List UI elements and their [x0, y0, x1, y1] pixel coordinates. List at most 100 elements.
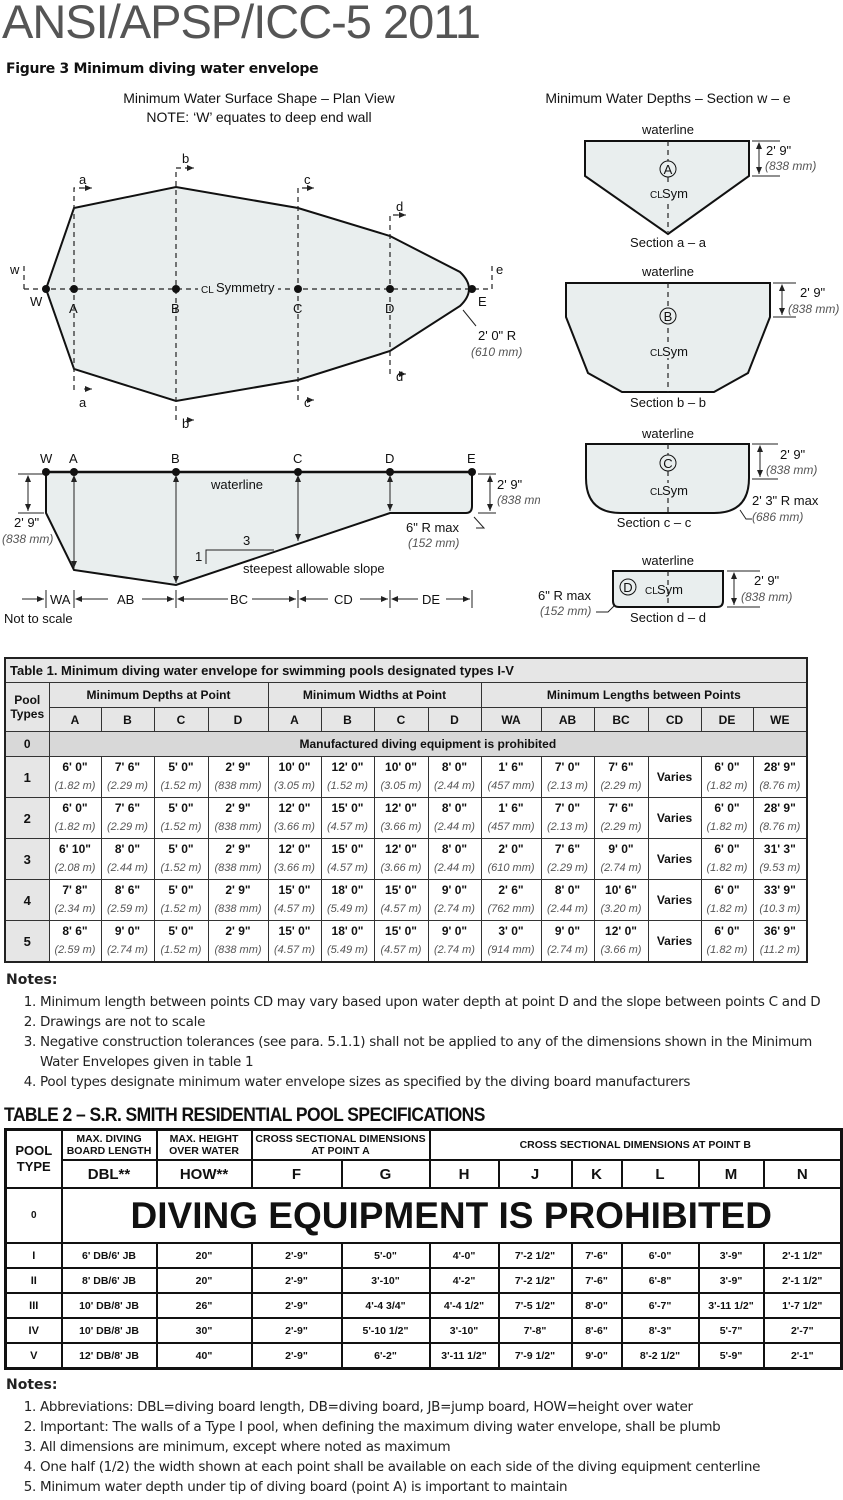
section-d: waterline D CL Sym 2' 9" (838 mm) 6" R ma…: [538, 553, 792, 625]
table-cell: 9' 0" (2.74 m): [540, 920, 595, 963]
pool-type-cell: 4: [4, 879, 50, 921]
profile-waterline-label: waterline: [210, 477, 263, 492]
imperial-value: 6' 0": [714, 883, 740, 897]
table-cell: 6'-2": [340, 1342, 431, 1370]
row-0-prohibited: DIVING EQUIPMENT IS PROHIBITED: [60, 1187, 843, 1244]
svg-text:Section c – c: Section c – c: [617, 515, 692, 530]
table-cell: 6' 0" (1.82 m): [700, 838, 754, 880]
svg-text:A: A: [69, 301, 78, 316]
table-cell: 2'-1": [762, 1342, 843, 1370]
table-cell: 28' 9" (8.76 m): [752, 756, 808, 798]
table-cell: 9'-0": [570, 1342, 623, 1370]
depth-right: 2' 9": [497, 477, 523, 492]
table-cell: 6'-0": [620, 1242, 700, 1269]
table-cell: 2'-9": [250, 1242, 343, 1269]
imperial-value: 33' 9": [763, 883, 796, 897]
table-cell: 3'-10": [340, 1267, 431, 1294]
table-cell: 7'-2 1/2": [497, 1242, 573, 1269]
table-cell: 5' 0" (1.52 m): [153, 756, 209, 798]
svg-text:WA: WA: [50, 592, 71, 607]
svg-text:BC: BC: [230, 592, 248, 607]
svg-text:(152 mm): (152 mm): [540, 604, 591, 618]
metric-value: (4.57 m): [327, 862, 368, 874]
table-cell: 20": [155, 1242, 253, 1269]
slope-rise: 1: [195, 549, 202, 564]
table-cell: 5'-10 1/2": [340, 1317, 431, 1344]
table-cell: 6' 0" (1.82 m): [700, 879, 754, 921]
svg-text:(686 mm): (686 mm): [752, 510, 803, 524]
table-row: 5 8' 6" (2.59 m) 9' 0" (2.74 m) 5' 0" (1.52 m)…: [4, 920, 808, 963]
table-cell: 3'-10": [428, 1317, 500, 1344]
table-1-caption: Table 1. Minimum diving water envelope f…: [4, 657, 808, 683]
table-cell: 7'-6": [570, 1242, 623, 1269]
metric-value: (1.52 m): [327, 780, 368, 792]
metric-value: (2.29 m): [107, 821, 148, 833]
table-cell: 15' 0" (4.57 m): [267, 879, 322, 921]
table-cell: 6'-7": [620, 1292, 700, 1319]
imperial-value: 9' 0": [441, 924, 468, 938]
imperial-value: 10' 6": [605, 883, 637, 897]
lengths-group-header: Minimum Lengths between Points: [480, 682, 808, 708]
pool-type-cell: 3: [4, 838, 50, 880]
imperial-value: 10' 0": [385, 760, 417, 774]
table-cell: 5' 0" (1.52 m): [153, 797, 209, 839]
table-1-minimum-envelope: Table 1. Minimum diving water envelope f…: [4, 657, 809, 963]
section-c: waterline C CL Sym 2' 9" (838 mm) 2' 3" R…: [585, 426, 819, 530]
metric-value: (2.74 m): [600, 862, 642, 874]
imperial-value: 1' 6": [498, 760, 524, 774]
svg-text:CD: CD: [334, 592, 353, 607]
table-2-notes: Notes: Abbreviations: DBL=diving board l…: [6, 1377, 760, 1497]
table-cell: 26": [155, 1292, 253, 1319]
depths-group-header: Minimum Depths at Point: [48, 682, 269, 708]
svg-text:e: e: [496, 262, 503, 277]
imperial-value: 15' 0": [331, 801, 364, 815]
column-header: N: [762, 1159, 843, 1189]
svg-text:D: D: [385, 301, 394, 316]
metric-value: (10.3 m): [759, 903, 801, 915]
pool-type-cell: III: [4, 1292, 63, 1319]
profile-radius-metric: (152 mm): [408, 536, 459, 550]
plan-view-title: Minimum Water Surface Shape – Plan View: [123, 90, 395, 106]
table-cell: 8' 0" (2.44 m): [427, 756, 482, 798]
svg-text:(838 mm): (838 mm): [766, 463, 817, 477]
table-cell: 3'-11 1/2": [697, 1292, 765, 1319]
note-item: All dimensions are minimum, except where…: [40, 1437, 760, 1457]
table-cell: 20": [155, 1267, 253, 1294]
depth-left-metric: (838 mm): [2, 532, 53, 546]
svg-text:Sym: Sym: [662, 344, 688, 359]
table-cell: 8' 0" (2.44 m): [427, 838, 482, 880]
table-cell: 6' 0" (1.82 m): [700, 756, 754, 798]
metric-value: (5.49 m): [327, 903, 368, 915]
svg-text:d: d: [396, 199, 403, 214]
table-cell: 31' 3" (9.53 m): [752, 838, 808, 880]
imperial-value: 7' 6": [114, 760, 141, 774]
column-header: HOW**: [155, 1159, 253, 1189]
imperial-value: 6' 10": [59, 842, 91, 856]
metric-value: (1.82 m): [706, 903, 748, 915]
table-cell: 1'-7 1/2": [762, 1292, 843, 1319]
section-cut-lines: [23, 165, 493, 423]
table-cell: 2'-1 1/2": [762, 1242, 843, 1269]
table-cell: 12' 0" (1.52 m): [320, 756, 375, 798]
column-header: D: [207, 707, 269, 732]
svg-text:B: B: [664, 309, 673, 324]
imperial-value: 12' 0": [278, 842, 311, 856]
metric-value: (11.2 m): [759, 944, 800, 956]
profile-point-labels: W A B C D E: [40, 451, 476, 466]
note-item: One half (1/2) the width shown at each p…: [40, 1457, 760, 1477]
metric-value: (838 mm): [214, 862, 262, 874]
imperial-value: 9' 0": [554, 924, 581, 938]
metric-value: (2.44 m): [434, 780, 475, 792]
svg-text:2' 9": 2' 9": [754, 573, 780, 588]
imperial-value: 6' 0": [714, 760, 740, 774]
pool-type-cell: I: [4, 1242, 63, 1269]
table-cell: 6' 0" (1.82 m): [700, 920, 754, 963]
table-cell: Varies: [647, 838, 702, 880]
imperial-value: 15' 0": [385, 883, 417, 897]
metric-value: (1.82 m): [706, 821, 748, 833]
column-header: M: [697, 1159, 765, 1189]
svg-text:a: a: [79, 172, 87, 187]
imperial-value: 28' 9": [763, 801, 796, 815]
imperial-value: 12' 0": [331, 760, 364, 774]
imperial-value: 31' 3": [763, 842, 796, 856]
